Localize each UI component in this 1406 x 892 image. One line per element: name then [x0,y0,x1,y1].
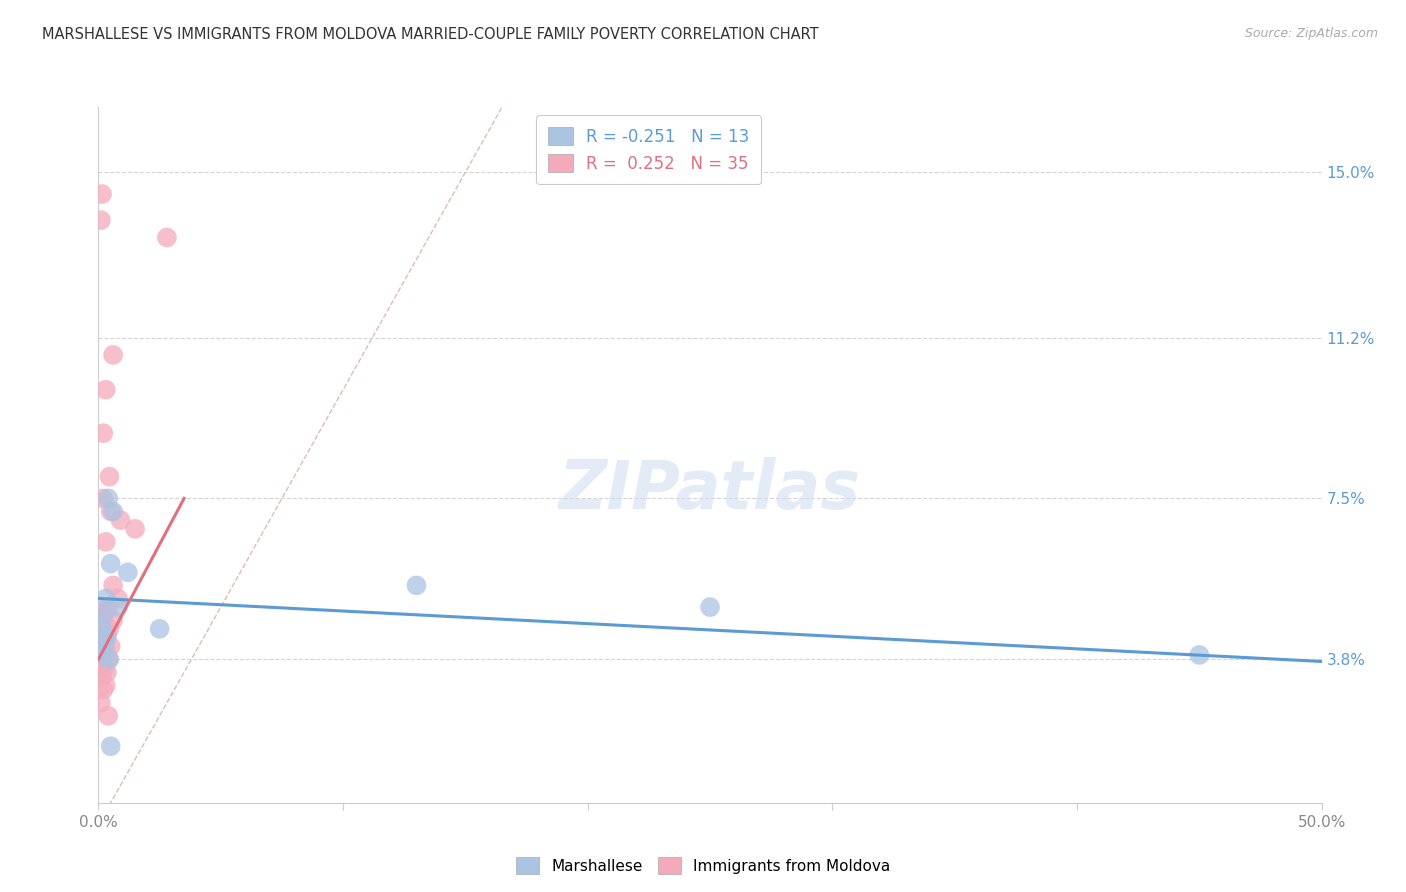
Point [94,643,117,657]
Point [1188,648,1211,662]
Point [90,617,112,632]
Point [107,600,129,615]
Point [100,557,122,571]
Point [91,426,114,441]
Text: ZIPatlas: ZIPatlas [560,457,860,523]
Point [101,613,124,627]
Text: Source: ZipAtlas.com: Source: ZipAtlas.com [1244,27,1378,40]
Point [93,661,115,675]
Point [100,639,122,653]
Point [94,534,117,549]
Point [94,605,117,619]
Y-axis label: Married-Couple Family Poverty: Married-Couple Family Poverty [0,338,7,572]
Point [96,626,118,640]
Point [699,600,721,615]
Point [98,652,121,666]
Point [94,591,117,606]
Point [91,187,114,202]
Point [94,383,117,397]
Point [97,491,120,506]
Point [100,504,122,518]
Text: MARSHALLESE VS IMMIGRANTS FROM MOLDOVA MARRIED-COUPLE FAMILY POVERTY CORRELATION: MARSHALLESE VS IMMIGRANTS FROM MOLDOVA M… [42,27,818,42]
Point [93,639,115,653]
Point [98,469,121,483]
Point [91,491,114,506]
Point [94,678,117,692]
Point [100,739,122,754]
Point [93,631,115,645]
Point [91,670,114,684]
Point [90,657,112,671]
Legend: R = -0.251   N = 13, R =  0.252   N = 35: R = -0.251 N = 13, R = 0.252 N = 35 [537,115,761,185]
Point [91,608,114,623]
Point [97,652,120,666]
Point [101,578,124,592]
Point [90,696,112,710]
Point [405,578,427,592]
Point [96,665,118,680]
Point [91,648,114,662]
Point [98,622,121,636]
Point [156,230,179,244]
Point [91,608,114,623]
Point [149,622,172,636]
Point [91,682,114,697]
Legend: Marshallese, Immigrants from Moldova: Marshallese, Immigrants from Moldova [510,851,896,880]
Point [91,622,114,636]
Point [97,600,120,615]
Point [90,213,112,227]
Point [117,566,139,580]
Point [96,631,118,645]
Point [101,504,124,518]
Point [90,648,112,662]
Point [97,708,120,723]
Point [91,635,114,649]
Point [107,591,129,606]
Point [124,522,146,536]
Point [110,513,132,527]
Point [101,348,124,362]
